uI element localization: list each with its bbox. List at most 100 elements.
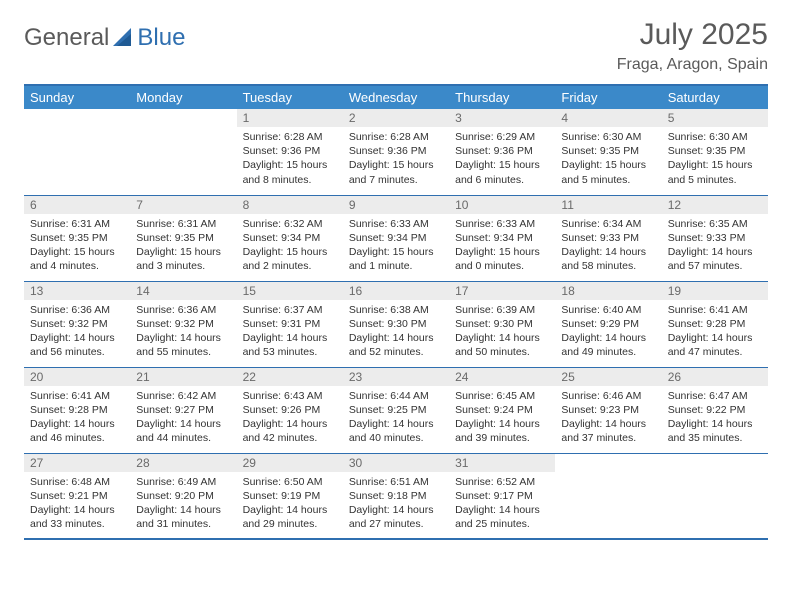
sunrise-text: Sunrise: 6:32 AM (243, 217, 337, 231)
sunrise-text: Sunrise: 6:36 AM (136, 303, 230, 317)
day-body: Sunrise: 6:29 AMSunset: 9:36 PMDaylight:… (449, 127, 555, 191)
day-body: Sunrise: 6:35 AMSunset: 9:33 PMDaylight:… (662, 214, 768, 278)
sunrise-text: Sunrise: 6:41 AM (30, 389, 124, 403)
day-body: Sunrise: 6:41 AMSunset: 9:28 PMDaylight:… (662, 300, 768, 364)
sunset-text: Sunset: 9:30 PM (349, 317, 443, 331)
sunrise-text: Sunrise: 6:49 AM (136, 475, 230, 489)
day-cell: 25Sunrise: 6:46 AMSunset: 9:23 PMDayligh… (555, 367, 661, 453)
sunrise-text: Sunrise: 6:41 AM (668, 303, 762, 317)
daylight-text: Daylight: 14 hours and 47 minutes. (668, 331, 762, 359)
day-cell: 30Sunrise: 6:51 AMSunset: 9:18 PMDayligh… (343, 453, 449, 539)
sunset-text: Sunset: 9:28 PM (30, 403, 124, 417)
sunrise-text: Sunrise: 6:33 AM (455, 217, 549, 231)
day-body: Sunrise: 6:44 AMSunset: 9:25 PMDaylight:… (343, 386, 449, 450)
day-body: Sunrise: 6:47 AMSunset: 9:22 PMDaylight:… (662, 386, 768, 450)
sunset-text: Sunset: 9:23 PM (561, 403, 655, 417)
sunset-text: Sunset: 9:28 PM (668, 317, 762, 331)
weekday-header: Tuesday (237, 85, 343, 109)
day-body: Sunrise: 6:34 AMSunset: 9:33 PMDaylight:… (555, 214, 661, 278)
brand-name-2: Blue (137, 24, 185, 52)
day-number: 19 (662, 282, 768, 300)
day-body: Sunrise: 6:38 AMSunset: 9:30 PMDaylight:… (343, 300, 449, 364)
daylight-text: Daylight: 14 hours and 27 minutes. (349, 503, 443, 531)
day-cell: 2Sunrise: 6:28 AMSunset: 9:36 PMDaylight… (343, 109, 449, 195)
day-cell: 21Sunrise: 6:42 AMSunset: 9:27 PMDayligh… (130, 367, 236, 453)
day-number: 30 (343, 454, 449, 472)
day-cell: 7Sunrise: 6:31 AMSunset: 9:35 PMDaylight… (130, 195, 236, 281)
sunrise-text: Sunrise: 6:38 AM (349, 303, 443, 317)
sunset-text: Sunset: 9:33 PM (668, 231, 762, 245)
day-number: 27 (24, 454, 130, 472)
day-body: Sunrise: 6:37 AMSunset: 9:31 PMDaylight:… (237, 300, 343, 364)
sunset-text: Sunset: 9:32 PM (30, 317, 124, 331)
daylight-text: Daylight: 14 hours and 58 minutes. (561, 245, 655, 273)
daylight-text: Daylight: 14 hours and 52 minutes. (349, 331, 443, 359)
sunrise-text: Sunrise: 6:45 AM (455, 389, 549, 403)
day-number: 23 (343, 368, 449, 386)
sunrise-text: Sunrise: 6:29 AM (455, 130, 549, 144)
sunrise-text: Sunrise: 6:50 AM (243, 475, 337, 489)
day-body: Sunrise: 6:31 AMSunset: 9:35 PMDaylight:… (130, 214, 236, 278)
day-cell (555, 453, 661, 539)
weekday-header: Monday (130, 85, 236, 109)
sunrise-text: Sunrise: 6:35 AM (668, 217, 762, 231)
day-body: Sunrise: 6:43 AMSunset: 9:26 PMDaylight:… (237, 386, 343, 450)
day-cell: 5Sunrise: 6:30 AMSunset: 9:35 PMDaylight… (662, 109, 768, 195)
sunrise-text: Sunrise: 6:40 AM (561, 303, 655, 317)
day-body: Sunrise: 6:36 AMSunset: 9:32 PMDaylight:… (24, 300, 130, 364)
sunset-text: Sunset: 9:26 PM (243, 403, 337, 417)
header: General Blue July 2025 Fraga, Aragon, Sp… (24, 18, 768, 74)
day-cell: 9Sunrise: 6:33 AMSunset: 9:34 PMDaylight… (343, 195, 449, 281)
daylight-text: Daylight: 14 hours and 49 minutes. (561, 331, 655, 359)
day-cell: 31Sunrise: 6:52 AMSunset: 9:17 PMDayligh… (449, 453, 555, 539)
week-row: 1Sunrise: 6:28 AMSunset: 9:36 PMDaylight… (24, 109, 768, 195)
day-number: 31 (449, 454, 555, 472)
day-cell: 12Sunrise: 6:35 AMSunset: 9:33 PMDayligh… (662, 195, 768, 281)
daylight-text: Daylight: 14 hours and 44 minutes. (136, 417, 230, 445)
sunrise-text: Sunrise: 6:46 AM (561, 389, 655, 403)
sunset-text: Sunset: 9:30 PM (455, 317, 549, 331)
day-number: 3 (449, 109, 555, 127)
day-number: 18 (555, 282, 661, 300)
daylight-text: Daylight: 14 hours and 33 minutes. (30, 503, 124, 531)
sunset-text: Sunset: 9:24 PM (455, 403, 549, 417)
day-cell: 28Sunrise: 6:49 AMSunset: 9:20 PMDayligh… (130, 453, 236, 539)
day-body: Sunrise: 6:45 AMSunset: 9:24 PMDaylight:… (449, 386, 555, 450)
day-body: Sunrise: 6:48 AMSunset: 9:21 PMDaylight:… (24, 472, 130, 536)
day-body: Sunrise: 6:36 AMSunset: 9:32 PMDaylight:… (130, 300, 236, 364)
daylight-text: Daylight: 14 hours and 39 minutes. (455, 417, 549, 445)
sunset-text: Sunset: 9:35 PM (136, 231, 230, 245)
day-number: 13 (24, 282, 130, 300)
daylight-text: Daylight: 14 hours and 31 minutes. (136, 503, 230, 531)
daylight-text: Daylight: 15 hours and 3 minutes. (136, 245, 230, 273)
day-body: Sunrise: 6:41 AMSunset: 9:28 PMDaylight:… (24, 386, 130, 450)
day-number: 11 (555, 196, 661, 214)
daylight-text: Daylight: 15 hours and 2 minutes. (243, 245, 337, 273)
sunrise-text: Sunrise: 6:30 AM (668, 130, 762, 144)
day-number: 6 (24, 196, 130, 214)
day-cell: 15Sunrise: 6:37 AMSunset: 9:31 PMDayligh… (237, 281, 343, 367)
day-number: 12 (662, 196, 768, 214)
day-cell: 20Sunrise: 6:41 AMSunset: 9:28 PMDayligh… (24, 367, 130, 453)
sunset-text: Sunset: 9:19 PM (243, 489, 337, 503)
sunset-text: Sunset: 9:36 PM (455, 144, 549, 158)
sunset-text: Sunset: 9:17 PM (455, 489, 549, 503)
sunrise-text: Sunrise: 6:37 AM (243, 303, 337, 317)
daylight-text: Daylight: 15 hours and 0 minutes. (455, 245, 549, 273)
day-number: 26 (662, 368, 768, 386)
day-body: Sunrise: 6:42 AMSunset: 9:27 PMDaylight:… (130, 386, 236, 450)
day-number: 1 (237, 109, 343, 127)
sunrise-text: Sunrise: 6:31 AM (136, 217, 230, 231)
sunset-text: Sunset: 9:29 PM (561, 317, 655, 331)
daylight-text: Daylight: 14 hours and 40 minutes. (349, 417, 443, 445)
day-number: 8 (237, 196, 343, 214)
sunset-text: Sunset: 9:36 PM (349, 144, 443, 158)
day-number: 15 (237, 282, 343, 300)
day-number: 22 (237, 368, 343, 386)
day-number: 28 (130, 454, 236, 472)
day-cell: 16Sunrise: 6:38 AMSunset: 9:30 PMDayligh… (343, 281, 449, 367)
day-cell: 3Sunrise: 6:29 AMSunset: 9:36 PMDaylight… (449, 109, 555, 195)
day-body: Sunrise: 6:49 AMSunset: 9:20 PMDaylight:… (130, 472, 236, 536)
sunset-text: Sunset: 9:22 PM (668, 403, 762, 417)
sunset-text: Sunset: 9:35 PM (30, 231, 124, 245)
